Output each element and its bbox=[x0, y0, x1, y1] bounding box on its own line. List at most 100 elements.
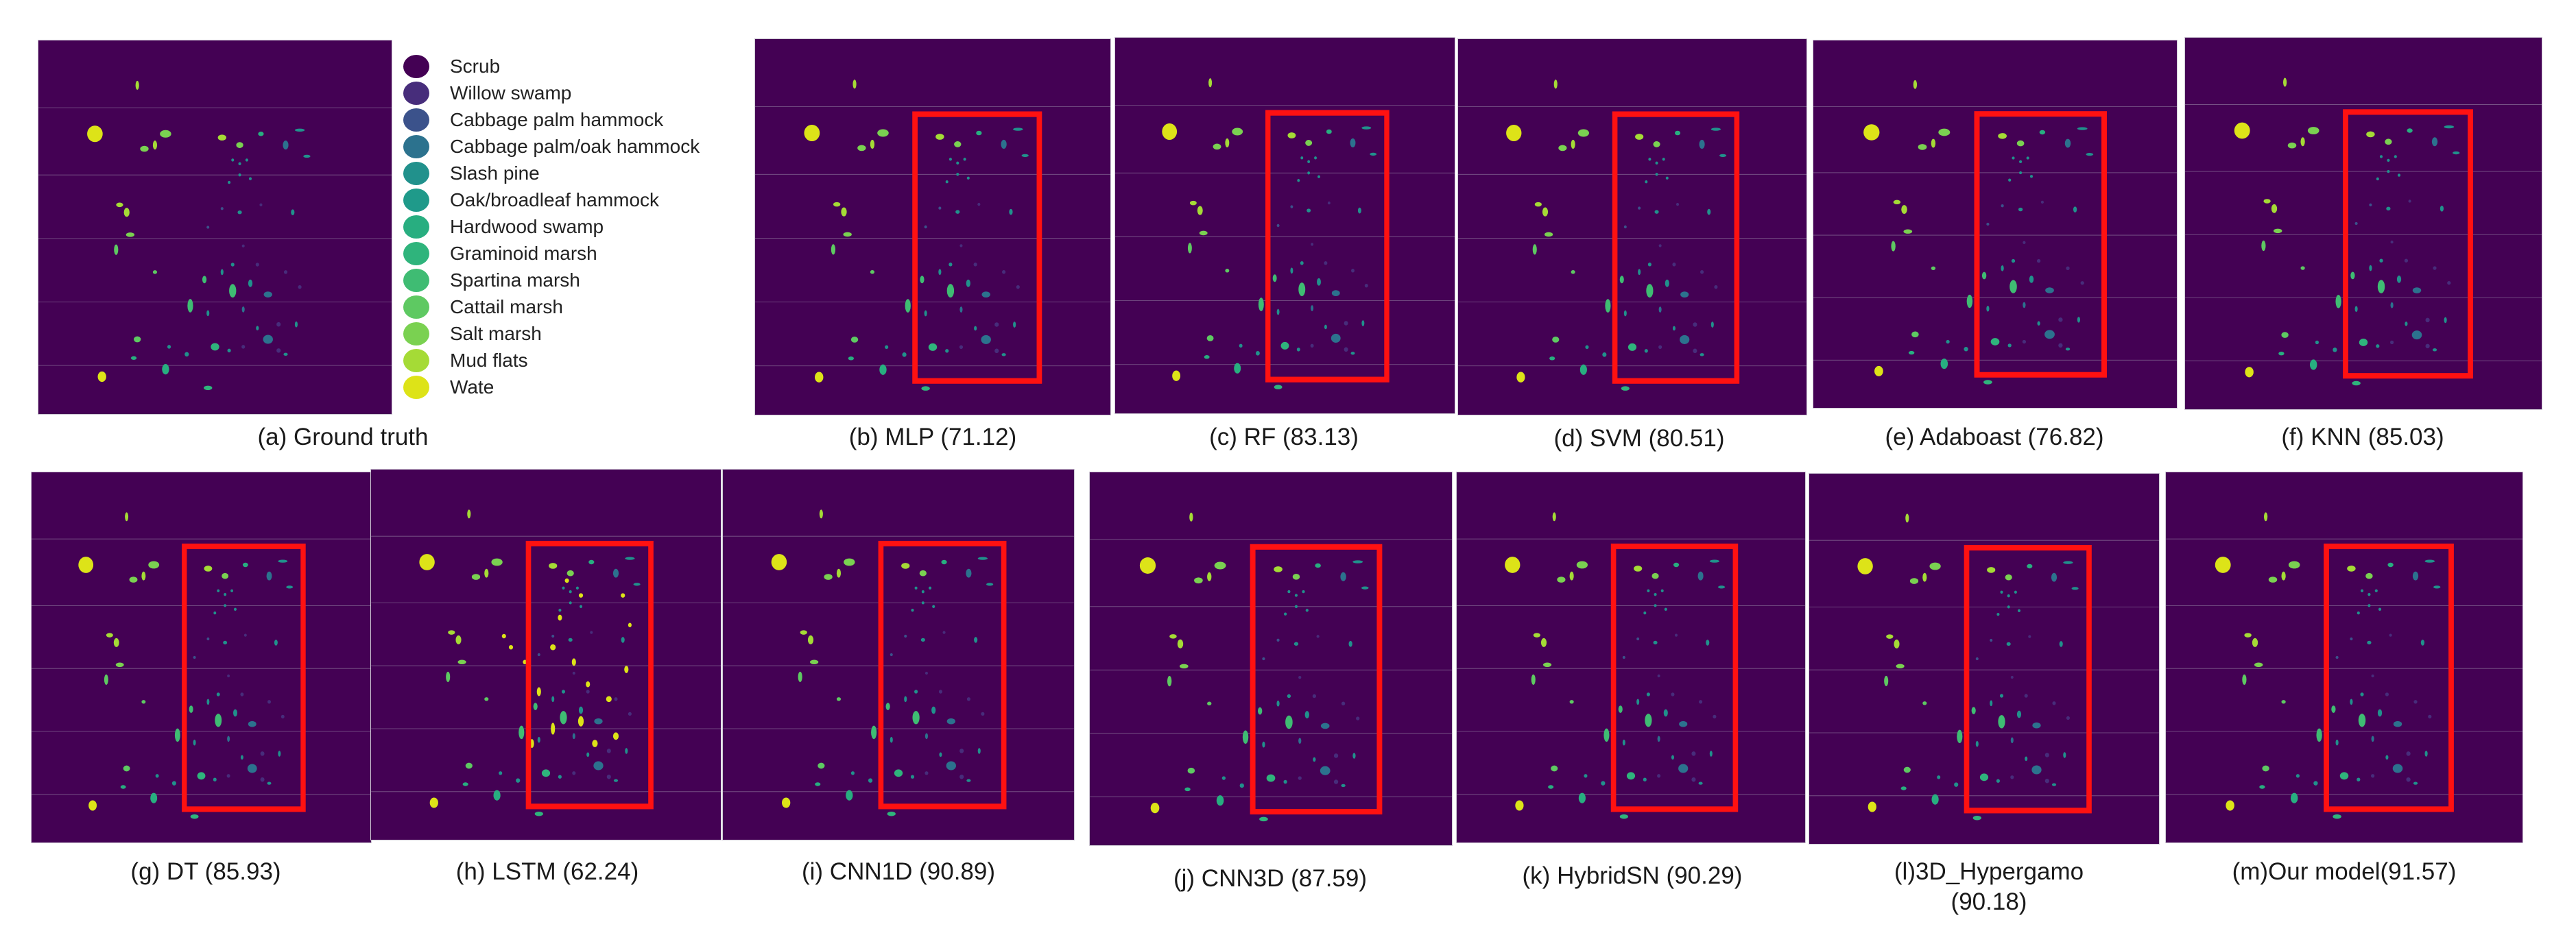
land-cover-patch bbox=[258, 131, 264, 136]
land-cover-patch bbox=[457, 659, 466, 665]
land-cover-patch bbox=[569, 601, 572, 605]
land-cover-patch bbox=[1300, 261, 1304, 265]
land-cover-patch bbox=[1634, 566, 1643, 572]
land-cover-patch bbox=[1283, 779, 1287, 784]
land-cover-patch bbox=[935, 134, 944, 140]
land-cover-patch bbox=[959, 774, 964, 779]
land-cover-patch bbox=[2390, 240, 2394, 244]
land-cover-patch bbox=[1954, 782, 1959, 787]
land-cover-patch bbox=[2350, 271, 2355, 280]
legend-item: Cabbage palm/oak hammock bbox=[403, 134, 700, 160]
highlight-box bbox=[2324, 543, 2454, 812]
land-cover-patch bbox=[1314, 156, 1317, 160]
land-cover-patch bbox=[229, 284, 237, 298]
land-cover-patch bbox=[1929, 562, 1941, 570]
land-cover-patch bbox=[1671, 692, 1675, 696]
land-cover-patch bbox=[303, 154, 311, 158]
land-cover-patch bbox=[1901, 205, 1907, 214]
land-cover-patch bbox=[1676, 202, 1680, 206]
land-cover-patch bbox=[804, 124, 820, 142]
land-cover-patch bbox=[1718, 585, 1726, 589]
land-cover-patch bbox=[924, 310, 927, 317]
land-cover-patch bbox=[846, 790, 853, 801]
legend-swatch-icon bbox=[403, 376, 429, 399]
land-cover-patch bbox=[924, 225, 927, 229]
land-cover-patch bbox=[2359, 339, 2368, 346]
land-cover-patch bbox=[562, 586, 565, 590]
land-cover-patch bbox=[2453, 151, 2460, 155]
land-cover-patch bbox=[1863, 124, 1880, 141]
land-cover-patch bbox=[966, 779, 971, 782]
land-cover-patch bbox=[2376, 177, 2379, 181]
land-cover-patch bbox=[921, 590, 925, 594]
land-cover-patch bbox=[994, 348, 999, 354]
land-cover-patch bbox=[1287, 132, 1296, 138]
land-cover-patch bbox=[233, 709, 237, 717]
land-cover-patch bbox=[1257, 707, 1263, 715]
land-cover-patch bbox=[291, 209, 295, 216]
land-cover-patch bbox=[621, 637, 625, 643]
land-cover-patch bbox=[1900, 786, 1907, 790]
land-cover-patch bbox=[2032, 722, 2041, 729]
caption-d: (d) SVM (80.51) bbox=[1553, 425, 1725, 452]
land-cover-patch bbox=[1662, 158, 1665, 161]
land-cover-patch bbox=[1239, 343, 1243, 348]
land-cover-patch bbox=[2215, 557, 2231, 573]
land-cover-patch bbox=[243, 633, 247, 637]
land-cover-patch bbox=[954, 141, 962, 147]
land-cover-patch bbox=[1653, 640, 1658, 645]
legend-swatch-icon bbox=[403, 349, 429, 372]
land-cover-patch bbox=[551, 696, 555, 703]
land-cover-patch bbox=[1675, 633, 1678, 637]
land-cover-patch bbox=[1638, 206, 1641, 210]
land-cover-patch bbox=[1603, 728, 1610, 742]
land-cover-patch bbox=[1678, 764, 1689, 773]
land-cover-patch bbox=[625, 748, 628, 754]
land-cover-patch bbox=[2444, 125, 2455, 129]
land-cover-patch bbox=[2086, 153, 2094, 156]
land-cover-patch bbox=[1276, 638, 1280, 642]
land-cover-patch bbox=[1001, 353, 1006, 356]
land-cover-patch bbox=[2397, 173, 2401, 177]
land-cover-patch bbox=[116, 202, 123, 208]
land-cover-patch bbox=[125, 512, 129, 522]
land-cover-patch bbox=[1998, 133, 2007, 139]
land-cover-patch bbox=[263, 291, 272, 298]
land-cover-patch bbox=[2037, 321, 2040, 326]
land-cover-patch bbox=[1331, 333, 1341, 343]
land-cover-patch bbox=[1657, 774, 1661, 778]
land-cover-patch bbox=[966, 568, 972, 578]
land-cover-patch bbox=[1287, 590, 1291, 594]
land-cover-patch bbox=[1542, 662, 1552, 668]
land-cover-patch bbox=[152, 141, 158, 150]
map-canvas bbox=[38, 80, 392, 391]
land-cover-patch bbox=[606, 696, 612, 703]
land-cover-patch bbox=[606, 774, 611, 779]
land-cover-patch bbox=[1621, 386, 1630, 391]
land-cover-patch bbox=[2044, 753, 2049, 757]
highlight-box bbox=[525, 540, 654, 810]
land-cover-patch bbox=[1673, 562, 1680, 568]
land-cover-patch bbox=[1262, 657, 1265, 661]
caption-l-line2: (90.18) bbox=[1951, 888, 2027, 915]
land-cover-patch bbox=[1571, 270, 1575, 274]
land-cover-patch bbox=[2411, 330, 2422, 340]
land-cover-patch bbox=[1544, 232, 1553, 237]
land-cover-patch bbox=[877, 129, 889, 137]
land-cover-patch bbox=[1167, 676, 1172, 687]
land-cover-patch bbox=[1553, 80, 1558, 89]
land-cover-patch bbox=[97, 371, 106, 383]
highlight-box bbox=[1612, 111, 1740, 384]
land-cover-patch bbox=[928, 343, 938, 351]
highlight-box bbox=[1610, 543, 1739, 812]
map-canvas bbox=[1457, 512, 1805, 819]
land-cover-patch bbox=[1655, 173, 1658, 176]
classification-map-dt bbox=[31, 472, 372, 843]
land-cover-patch bbox=[941, 559, 947, 565]
land-cover-patch bbox=[911, 609, 914, 612]
land-cover-patch bbox=[222, 572, 229, 579]
land-cover-patch bbox=[2300, 266, 2305, 270]
land-cover-patch bbox=[831, 244, 836, 255]
legend-label: Graminoid marsh bbox=[450, 243, 597, 264]
land-cover-patch bbox=[1931, 138, 1936, 148]
